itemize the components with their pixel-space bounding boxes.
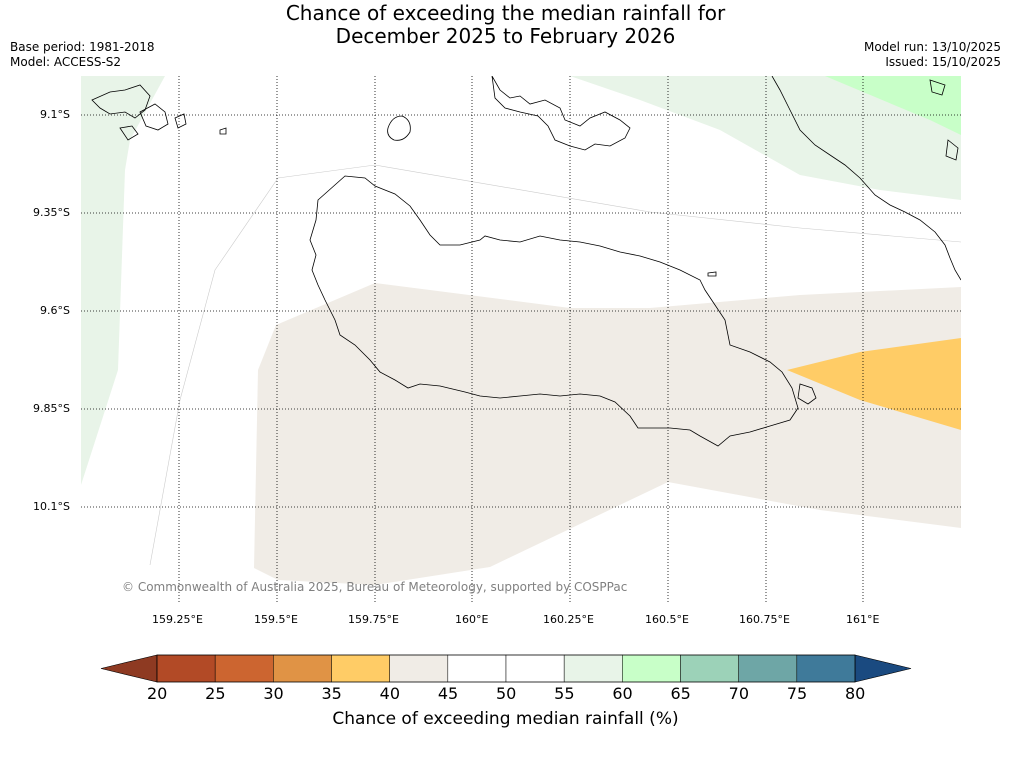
region-55-60-west xyxy=(81,76,165,485)
map-area xyxy=(81,76,961,604)
title-line-1: Chance of exceeding the median rainfall … xyxy=(285,1,726,25)
issued-date: Issued: 15/10/2025 xyxy=(885,55,1001,69)
graticule xyxy=(81,76,961,604)
colorbar-tick-label: 35 xyxy=(321,684,342,703)
colorbar-tick-label: 65 xyxy=(670,684,691,703)
colorbar-cell xyxy=(563,654,623,683)
colorbar-tick-label: 50 xyxy=(496,684,517,703)
colorbar-tick-label: 80 xyxy=(845,684,866,703)
lon-label-160-5: 160.5°E xyxy=(645,613,689,626)
title-line-2: December 2025 to February 2026 xyxy=(335,24,676,48)
lon-label-160: 160°E xyxy=(455,613,489,626)
colorbar-cell xyxy=(331,654,390,683)
base-period: Base period: 1981-2018 xyxy=(10,40,155,54)
colorbar-tick-label: 55 xyxy=(554,684,575,703)
colorbar-cell xyxy=(738,654,798,683)
copyright-notice: © Commonwealth of Australia 2025, Bureau… xyxy=(122,580,628,594)
colorbar-tick-label: 75 xyxy=(786,684,808,703)
region-60-65-northeast xyxy=(825,76,961,135)
lon-label-160-25: 160.25°E xyxy=(543,613,594,626)
lon-label-159-75: 159.75°E xyxy=(348,613,399,626)
colorbar-cell xyxy=(156,654,216,683)
coastline xyxy=(91,76,961,447)
model-run: Model run: 13/10/2025 xyxy=(863,40,1001,54)
colorbar-cell xyxy=(796,654,856,683)
colorbar-cell xyxy=(214,654,274,683)
colorbar-cell xyxy=(505,654,565,683)
lon-label-161: 161°E xyxy=(846,613,880,626)
colorbar xyxy=(100,654,912,683)
region-35-40-east xyxy=(787,338,961,430)
colorbar-tick-label: 20 xyxy=(147,684,168,703)
meta-right: Model run: 13/10/2025 Issued: 15/10/2025 xyxy=(864,40,1001,70)
colorbar-cell xyxy=(622,654,681,683)
colorbar-cell xyxy=(680,654,739,683)
colorbar-under-triangle xyxy=(100,654,158,683)
lat-label-9-6: 9.6°S xyxy=(40,304,70,317)
meta-left: Base period: 1981-2018 Model: ACCESS-S2 xyxy=(10,40,155,70)
colorbar-tick-label: 25 xyxy=(205,684,226,703)
colorbar-over-triangle xyxy=(854,654,912,683)
lon-label-160-75: 160.75°E xyxy=(739,613,790,626)
colorbar-cell xyxy=(273,654,332,683)
contour-line xyxy=(149,164,961,566)
colorbar-cell xyxy=(389,654,449,683)
colorbar-tick-label: 30 xyxy=(263,684,284,703)
lat-label-9-1: 9.1°S xyxy=(40,108,70,121)
colorbar-tick-label: 40 xyxy=(379,684,401,703)
colorbar-tick-label: 70 xyxy=(728,684,750,703)
region-40-45-south xyxy=(254,283,961,585)
lat-label-9-35: 9.35°S xyxy=(33,206,70,219)
lon-label-159-25: 159.25°E xyxy=(152,613,203,626)
colorbar-title: Chance of exceeding median rainfall (%) xyxy=(332,709,679,729)
lat-label-9-85: 9.85°S xyxy=(33,402,70,415)
model-name: Model: ACCESS-S2 xyxy=(10,55,122,69)
colorbar-cell xyxy=(447,654,507,683)
colorbar-tick-label: 60 xyxy=(612,684,633,703)
colorbar-tick-label: 45 xyxy=(437,684,459,703)
lat-label-10-1: 10.1°S xyxy=(33,500,70,513)
lon-label-159-5: 159.5°E xyxy=(254,613,298,626)
